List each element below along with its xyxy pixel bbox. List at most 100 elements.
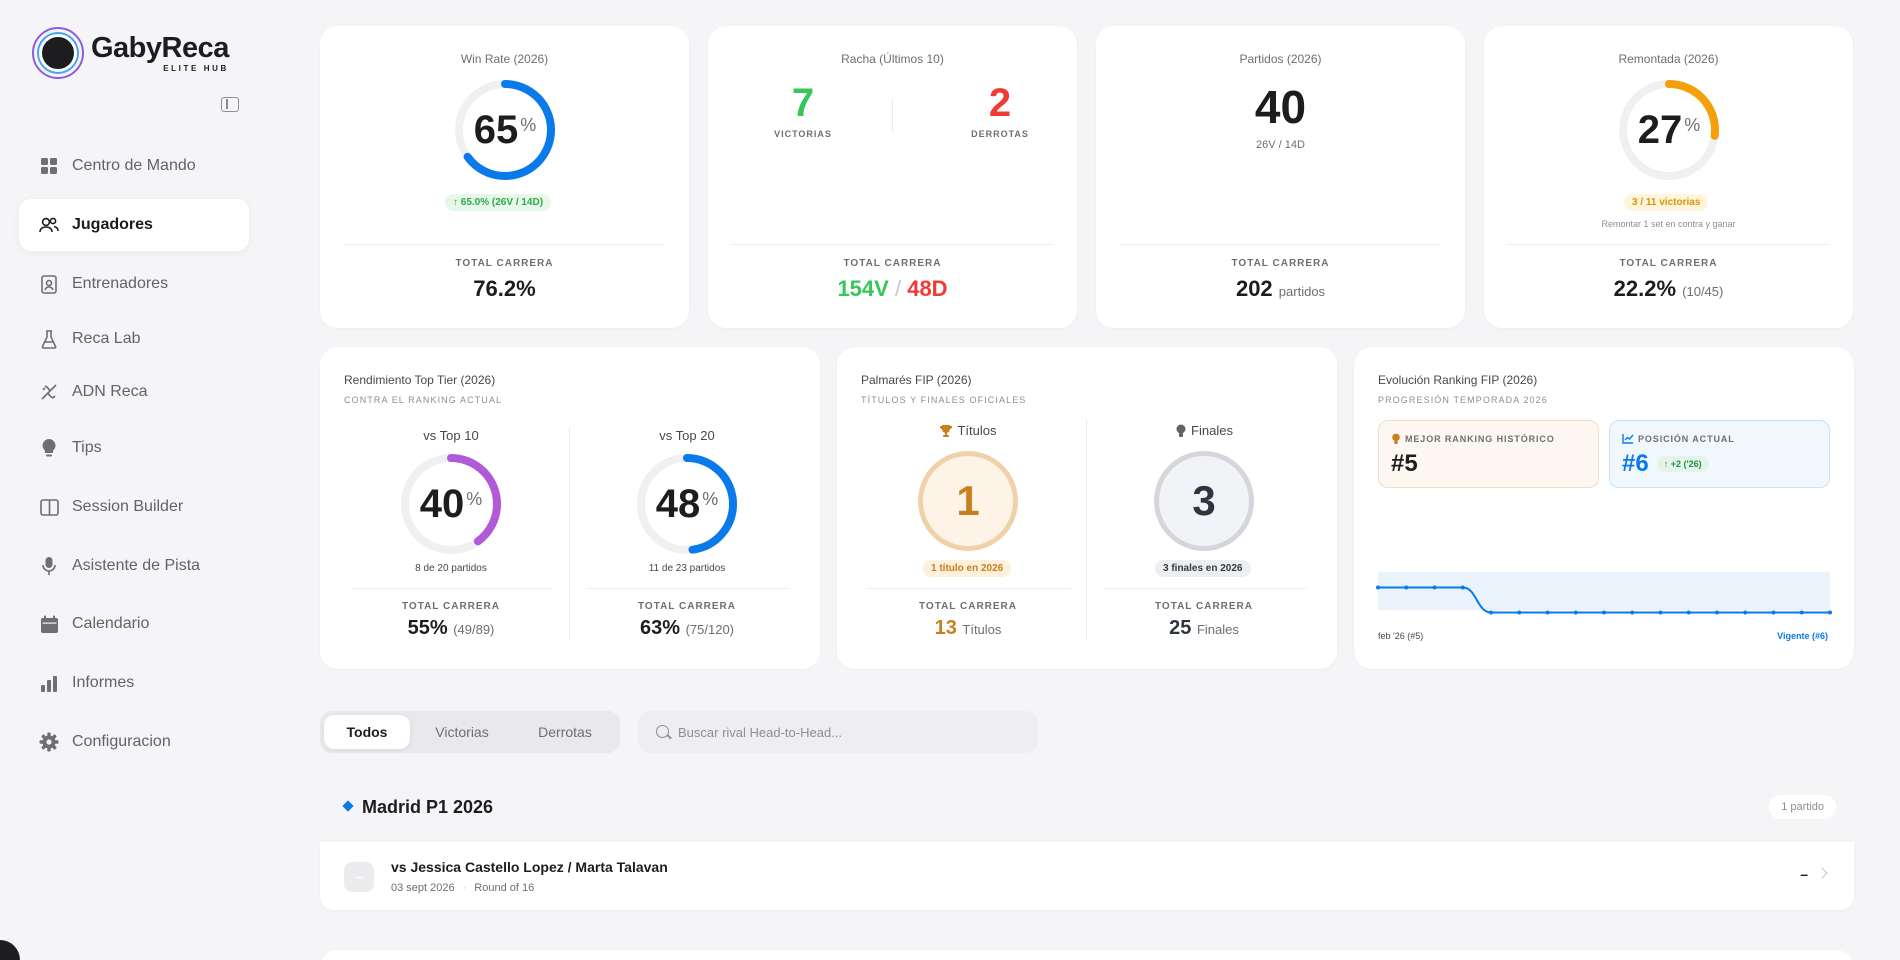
sidebar-item-reca-lab[interactable]: Reca Lab (19, 313, 249, 365)
palmares-card: Palmarés FIP (2026) TÍTULOS Y FINALES OF… (837, 347, 1337, 669)
total-carrera-label: TOTAL CARRERA (919, 601, 1017, 612)
kpi-title: Racha (Últimos 10) (841, 52, 944, 66)
ranking-point (1630, 610, 1635, 615)
match-date: 03 sept 2026 (391, 882, 455, 894)
kpi-card-partidos: Partidos (2026) 40 26V / 14D TOTAL CARRE… (1096, 26, 1465, 328)
result-filter-tabs: Todos Victorias Derrotas (320, 711, 620, 753)
ranking-point (1658, 610, 1663, 615)
winrate-value: 65 (473, 107, 519, 152)
top20-ring: 48% (635, 452, 739, 556)
partidos-sub: 26V / 14D (1256, 139, 1305, 151)
filter-tab-todos[interactable]: Todos (324, 715, 410, 749)
racha-losses-label: DERROTAS (971, 129, 1029, 139)
racha-wins-label: VICTORIAS (774, 129, 832, 139)
total-carrera-label: TOTAL CARRERA (843, 258, 942, 269)
racha-losses: 2 (988, 81, 1012, 125)
sidebar-collapse-icon[interactable] (221, 97, 239, 112)
sidebar-item-entrenadores[interactable]: Entrenadores (19, 258, 249, 310)
finales-total-unit: Finales (1196, 622, 1239, 637)
titulos-badge: 1 (918, 451, 1018, 551)
total-carrera-label: TOTAL CARRERA (1231, 258, 1330, 269)
ranking-point (1489, 610, 1493, 615)
remontada-value: 27 (1637, 107, 1683, 152)
sidebar-item-label: Reca Lab (72, 330, 141, 347)
match-result-badge: – (344, 862, 374, 892)
brand-subtitle: ELITE HUB (163, 64, 229, 73)
sidebar: GabyReca ELITE HUB Centro de Mando Jugad… (0, 0, 268, 960)
ranking-point (1432, 585, 1437, 590)
sidebar-item-centro-de-mando[interactable]: Centro de Mando (19, 140, 249, 192)
titulos-label: Títulos (957, 423, 997, 438)
sidebar-item-label: Informes (72, 674, 135, 691)
sidebar-item-session-builder[interactable]: Session Builder (19, 481, 249, 533)
sidebar-item-adn-reca[interactable]: ADN Reca (19, 366, 249, 418)
partidos-total: 202 partidos (1096, 276, 1465, 302)
trend-icon (1622, 433, 1634, 444)
kpi-title: Partidos (2026) (1239, 52, 1322, 66)
sidebar-item-label: Tips (72, 439, 102, 456)
remontada-pill: 3 / 11 victorias (1624, 194, 1709, 211)
sidebar-item-label: Session Builder (72, 498, 184, 515)
kpi-title: Remontada (2026) (1618, 52, 1719, 66)
section-subtitle: PROGRESIÓN TEMPORADA 2026 (1378, 395, 1548, 405)
divider (588, 588, 788, 589)
current-ranking-value: #6 (1622, 450, 1649, 477)
winrate-pill: ↑ 65.0% (26V / 14D) (445, 194, 552, 211)
match-row[interactable]: – vs Jessica Castello Lopez / Marta Tala… (320, 842, 1854, 910)
finales-total: 25 Finales (1073, 617, 1335, 640)
winrate-arc (455, 80, 555, 180)
current-ranking-box: POSICIÓN ACTUAL #6 ↑ +2 ('26) (1609, 420, 1830, 488)
ranking-point (1743, 610, 1748, 615)
top20-total-value: 63% (639, 617, 681, 639)
top20-detail: 11 de 23 partidos (648, 563, 726, 574)
brand-logo[interactable]: GabyReca ELITE HUB (32, 27, 229, 79)
sidebar-item-label: Asistente de Pista (72, 557, 201, 574)
remontada-ring: 27% (1617, 78, 1721, 182)
ranking-point (1404, 585, 1409, 590)
remontada-total-detail: (10/45) (1682, 284, 1724, 299)
chart-band (1378, 572, 1830, 610)
sidebar-item-label: Calendario (72, 615, 150, 632)
best-ranking-value: #5 (1391, 450, 1418, 477)
partidos-value: 40 (1254, 81, 1307, 133)
ranking-point (1376, 585, 1380, 590)
remontada-total: 22.2% (10/45) (1484, 276, 1853, 302)
ranking-line-chart (1376, 572, 1832, 615)
sidebar-item-jugadores[interactable]: Jugadores (19, 199, 249, 251)
current-ranking-label: POSICIÓN ACTUAL (1638, 433, 1735, 444)
sidebar-item-configuracion[interactable]: Configuracion (19, 716, 249, 768)
filter-tab-derrotas[interactable]: Derrotas (538, 724, 592, 740)
partidos-total-unit: partidos (1278, 284, 1326, 299)
grid-icon (38, 155, 60, 177)
divider (1508, 244, 1829, 245)
sidebar-item-calendario[interactable]: Calendario (19, 598, 249, 650)
match-meta: 03 sept 2026 · Round of 16 (391, 882, 535, 894)
sidebar-item-label: Jugadores (72, 216, 153, 233)
top20-total-detail: (75/120) (685, 622, 734, 637)
finales-pill: 3 finales en 2026 (1155, 560, 1251, 577)
sidebar-item-tips[interactable]: Tips (19, 422, 249, 474)
titulos-pill: 1 título en 2026 (923, 560, 1012, 577)
divider (569, 427, 570, 641)
gear-icon (38, 731, 60, 753)
divider (732, 244, 1053, 245)
titulos-total-value: 13 (934, 617, 957, 639)
top20-total: 63% (75/120) (556, 617, 818, 640)
microphone-icon (38, 555, 60, 577)
dna-icon (38, 381, 60, 403)
top10-label: vs Top 10 (423, 428, 479, 443)
sidebar-item-informes[interactable]: Informes (19, 657, 249, 709)
kpi-card-winrate: Win Rate (2026) 65% ↑ 65.0% (26V / 14D) … (320, 26, 689, 328)
top10-arc (401, 454, 501, 554)
ranking-point (1573, 610, 1578, 615)
top20-value: 48 (655, 481, 701, 526)
tournament-name: Madrid P1 2026 (362, 797, 494, 817)
winrate-ring: 65% (453, 78, 557, 182)
winrate-total: 76.2% (473, 276, 536, 301)
search-input[interactable] (678, 711, 1018, 753)
diamond-icon (342, 800, 354, 812)
filter-tab-victorias[interactable]: Victorias (435, 724, 489, 740)
racha-total: 154V / 48D (708, 276, 1077, 302)
sidebar-item-asistente-de-pista[interactable]: Asistente de Pista (19, 540, 249, 592)
sidebar-item-label: Configuracion (72, 733, 171, 750)
